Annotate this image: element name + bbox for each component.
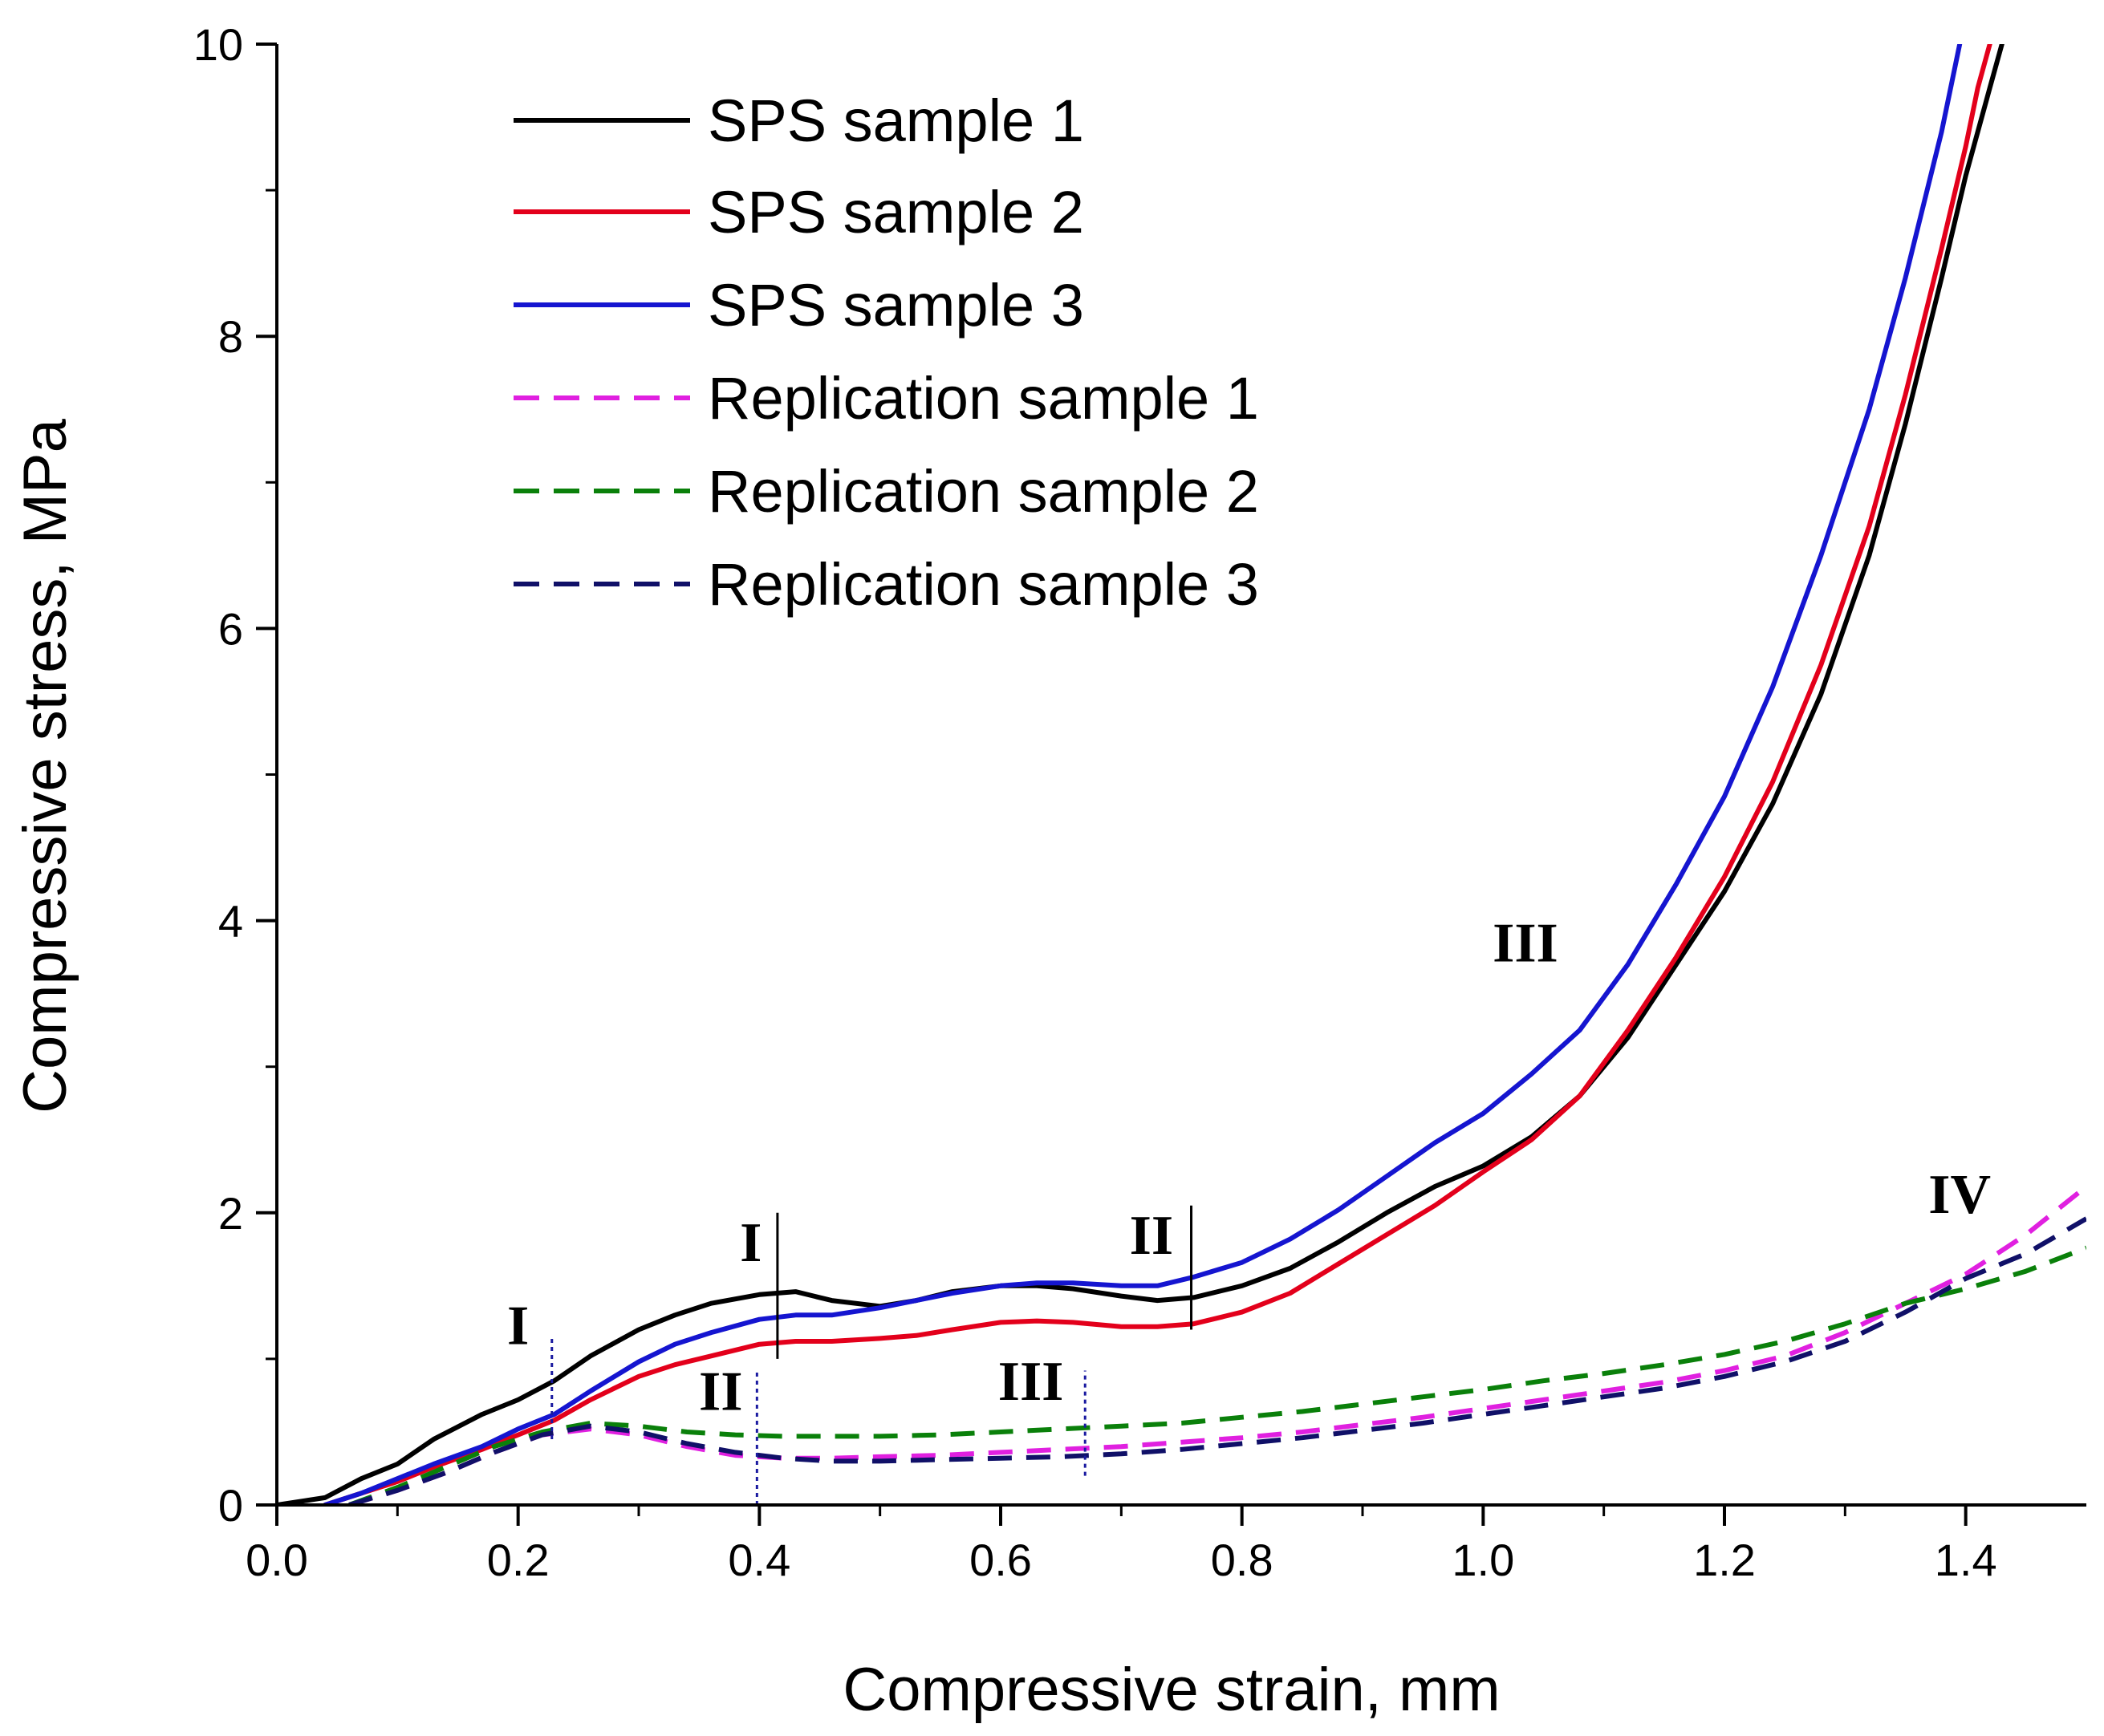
series-line-sps-sample-3 [323, 44, 1963, 1505]
y-tick-label: 4 [218, 896, 243, 947]
legend-label-sps-sample-1: SPS sample 1 [708, 87, 1084, 154]
x-tick-label: 1.2 [1693, 1535, 1756, 1585]
y-tick-label: 2 [218, 1188, 243, 1239]
region-label-i-4: I [507, 1296, 529, 1357]
x-tick-label: 1.0 [1452, 1535, 1514, 1585]
x-tick-label: 0.4 [728, 1535, 790, 1585]
y-tick-label: 8 [218, 311, 243, 362]
x-tick-label: 0.0 [246, 1535, 308, 1585]
legend-label-replication-sample-2: Replication sample 2 [708, 458, 1259, 525]
y-axis-title: Compressive stress, MPa [11, 418, 79, 1113]
legend-label-replication-sample-3: Replication sample 3 [708, 551, 1259, 618]
x-tick-label: 1.4 [1935, 1535, 1997, 1585]
region-label-i-1: I [740, 1212, 762, 1274]
series-line-replication-sample-3 [348, 1216, 2086, 1505]
series-lines [277, 44, 2086, 1505]
axis-ticks: 0.0 0.2 0.4 0.6 0.8 1.0 1.2 1.4 0 2 4 6 8 10 [193, 19, 1997, 1585]
y-tick-label: 10 [193, 19, 243, 70]
legend-label-sps-sample-2: SPS sample 2 [708, 179, 1084, 245]
series-line-replication-sample-2 [348, 1245, 2086, 1505]
region-markers [550, 1205, 1193, 1505]
legend-label-replication-sample-1: Replication sample 1 [708, 365, 1259, 432]
region-label-ii-5: II [699, 1361, 742, 1423]
series-line-sps-sample-1 [277, 44, 2004, 1505]
series-line-replication-sample-1 [348, 1184, 2086, 1505]
x-axis-title: Compressive strain, mm [843, 1656, 1500, 1724]
y-tick-label: 6 [218, 603, 243, 654]
legend: SPS sample 1 SPS sample 2 SPS sample 3 R… [514, 87, 1259, 618]
y-tick-label: 0 [218, 1480, 243, 1531]
region-label-ii-2: II [1130, 1205, 1173, 1267]
legend-label-sps-sample-3: SPS sample 3 [708, 272, 1084, 339]
x-tick-label: 0.6 [969, 1535, 1032, 1585]
series-line-sps-sample-2 [323, 44, 1992, 1505]
region-label-iv-7: IV [1928, 1164, 1991, 1226]
x-tick-label: 0.2 [487, 1535, 550, 1585]
region-label-iii-6: III [998, 1351, 1064, 1413]
x-tick-label: 0.8 [1211, 1535, 1273, 1585]
region-label-iii-3: III [1493, 913, 1558, 975]
